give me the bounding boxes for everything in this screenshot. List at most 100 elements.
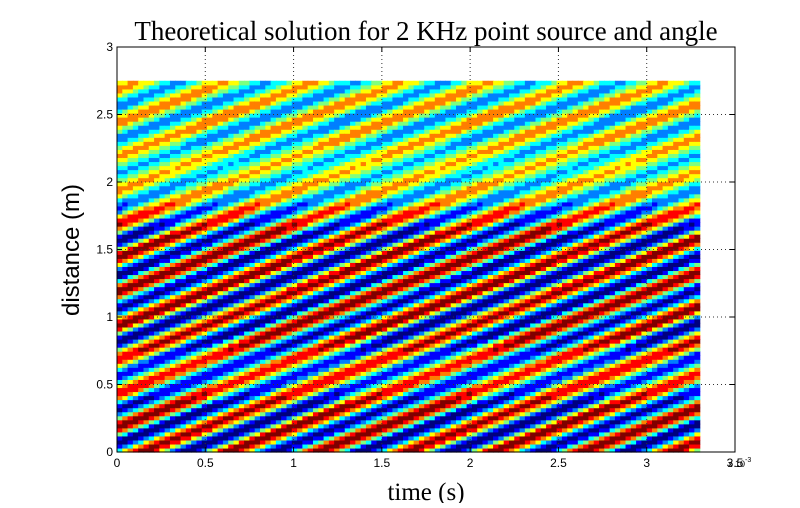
heatmap-cell [212, 359, 219, 364]
heatmap-cell [403, 411, 409, 417]
heatmap-cell [143, 439, 150, 445]
heatmap-cell [148, 431, 155, 437]
heatmap-cell [334, 363, 341, 368]
heatmap-cell [233, 306, 240, 312]
heatmap-cell [376, 302, 383, 308]
heatmap-cell [275, 286, 282, 292]
heatmap-cell [376, 322, 383, 328]
heatmap-cell [154, 181, 160, 187]
heatmap-cell [201, 298, 208, 304]
heatmap-cell [117, 379, 123, 384]
heatmap-cell [249, 88, 256, 94]
heatmap-cell [180, 334, 187, 340]
heatmap-cell [175, 157, 182, 163]
heatmap-cell [302, 274, 309, 280]
heatmap-cell [138, 399, 145, 405]
heatmap-cell [328, 226, 335, 231]
heatmap-cell [323, 391, 330, 397]
heatmap-cell [201, 88, 208, 94]
heatmap-cell [122, 201, 129, 207]
heatmap-cell [159, 149, 166, 154]
heatmap-cell [159, 403, 166, 409]
heatmap-cell [148, 383, 155, 389]
heatmap-cell [328, 407, 335, 413]
heatmap-cell [175, 197, 182, 203]
heatmap-cell [376, 117, 383, 122]
heatmap-cell [323, 242, 330, 247]
heatmap-cell [376, 419, 383, 425]
heatmap-cell [233, 286, 240, 292]
heatmap-cell [371, 217, 378, 223]
heatmap-cell [244, 205, 251, 211]
heatmap-cell [355, 447, 362, 453]
heatmap-cell [185, 339, 192, 344]
heatmap-cell [360, 165, 367, 171]
heatmap-cell [312, 339, 319, 344]
heatmap-cell [233, 109, 240, 114]
heatmap-cell [355, 173, 362, 179]
heatmap-cell [387, 290, 394, 296]
heatmap-cell [169, 395, 176, 401]
heatmap-cell [154, 371, 160, 376]
heatmap-cell [291, 96, 298, 102]
heatmap-cell [381, 310, 388, 316]
heatmap-cell [360, 359, 367, 364]
heatmap-cell [281, 96, 288, 102]
heatmap-cell [143, 443, 150, 449]
heatmap-cell [238, 242, 245, 247]
heatmap-cell [344, 125, 351, 130]
heatmap-cell [365, 298, 372, 304]
heatmap-cell [387, 387, 394, 393]
heatmap-cell [233, 217, 240, 223]
heatmap-cell [350, 363, 356, 368]
heatmap-cell [228, 221, 235, 227]
heatmap-cell [122, 270, 129, 276]
heatmap-cell [381, 254, 388, 259]
heatmap-cell [175, 189, 182, 195]
heatmap-cell [392, 318, 399, 324]
heatmap-cell [265, 161, 272, 167]
heatmap-cell [328, 185, 335, 191]
heatmap-cell [122, 383, 129, 389]
heatmap-cell [318, 419, 325, 425]
heatmap-cell [323, 181, 330, 187]
heatmap-cell [138, 205, 145, 211]
heatmap-cell [212, 407, 219, 413]
heatmap-cell [360, 423, 367, 429]
heatmap-cell [302, 100, 309, 106]
heatmap-cell [222, 149, 229, 154]
heatmap-cell [154, 403, 160, 409]
heatmap-cell [339, 347, 346, 352]
heatmap-cell [138, 84, 145, 90]
heatmap-cell [222, 153, 229, 159]
heatmap-cell [117, 173, 123, 179]
heatmap-cell [254, 209, 261, 215]
heatmap-cell [254, 266, 261, 272]
heatmap-cell [132, 262, 139, 267]
heatmap-cell [238, 84, 245, 90]
heatmap-cell [175, 322, 182, 328]
heatmap-cell [297, 286, 303, 292]
heatmap-cell [381, 96, 388, 102]
heatmap-cell [291, 435, 298, 441]
heatmap-cell [154, 419, 160, 425]
heatmap-cell [228, 129, 235, 134]
heatmap-cell [154, 201, 160, 207]
heatmap-cell [323, 205, 330, 211]
heatmap-cell [360, 326, 367, 332]
heatmap-cell [260, 197, 266, 203]
heatmap-cell [201, 137, 208, 142]
heatmap-cell [254, 282, 261, 288]
heatmap-cell [392, 282, 399, 288]
heatmap-cell [307, 169, 314, 175]
heatmap-cell [376, 286, 383, 292]
heatmap-cell [355, 318, 362, 324]
heatmap-cell [212, 193, 219, 199]
heatmap-cell [371, 117, 378, 122]
heatmap-cell [318, 326, 325, 332]
heatmap-cell [201, 399, 208, 405]
heatmap-cell [312, 84, 319, 90]
heatmap-cell [138, 411, 145, 417]
heatmap-cell [185, 221, 192, 227]
heatmap-cell [260, 270, 266, 276]
